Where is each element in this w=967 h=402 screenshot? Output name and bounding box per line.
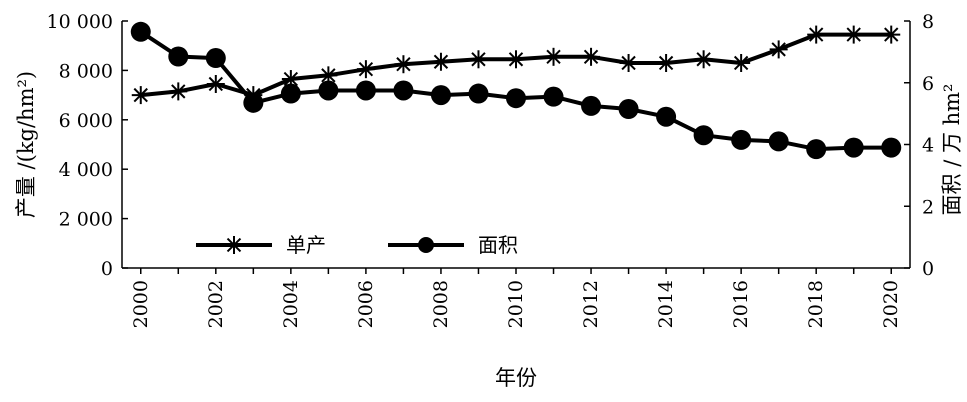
left-y-tick-label: 6 000 (59, 110, 113, 132)
right-y-tick-label: 2 (922, 196, 934, 218)
x-tick-label: 2014 (655, 280, 677, 328)
data-point (468, 83, 489, 104)
right-y-tick-label: 8 (922, 11, 934, 33)
x-tick-label: 2016 (730, 280, 752, 328)
data-point (393, 80, 414, 101)
right-y-tick-label: 4 (922, 135, 934, 157)
data-point (732, 53, 751, 72)
legend-label-1: 单产 (286, 233, 326, 257)
data-point (205, 48, 226, 69)
data-point (469, 50, 488, 69)
x-tick-label: 2012 (580, 280, 602, 328)
labels: 0 2 000 4 000 6 000 8 000 10 000 0 2 4 6 8 2000 2002… (14, 11, 964, 390)
x-tick-label: 2008 (430, 280, 452, 328)
axes (121, 20, 911, 274)
data-point (881, 137, 902, 158)
y-axis-right-label: 面积 / 万 hm² (940, 84, 964, 216)
x-tick-label: 2002 (205, 280, 227, 328)
data-point (243, 92, 264, 113)
legend-marker-1 (225, 236, 243, 254)
series-layer (130, 21, 902, 160)
right-y-tick-label: 6 (922, 73, 934, 95)
x-tick-label: 2020 (880, 280, 902, 328)
x-tick-label: 2006 (355, 280, 377, 328)
data-point (169, 82, 188, 101)
left-y-tick-label: 0 (101, 258, 113, 280)
data-point (544, 47, 563, 66)
data-point (130, 21, 151, 42)
right-y-tick-label: 0 (922, 258, 934, 280)
left-y-tick-label: 8 000 (59, 60, 113, 82)
legend: 单产 面积 (196, 233, 518, 257)
left-y-tick-label: 2 000 (59, 209, 113, 231)
x-tick-label: 2018 (805, 280, 827, 328)
data-point (318, 80, 339, 101)
data-point (394, 55, 413, 74)
data-point (618, 98, 639, 119)
y-axis-left-label: 产量 /(kg/hm²) (14, 71, 38, 218)
data-point (731, 129, 752, 150)
data-point (882, 25, 901, 44)
data-point (355, 80, 376, 101)
data-point (806, 139, 827, 160)
data-point (807, 25, 826, 44)
data-point (430, 85, 451, 106)
data-point (769, 40, 788, 59)
data-point (506, 88, 526, 109)
data-point (543, 86, 564, 107)
data-point (281, 70, 300, 89)
data-point (356, 60, 375, 79)
legend-label-2: 面积 (478, 233, 518, 257)
data-point (582, 47, 601, 66)
x-tick-label: 2010 (505, 280, 527, 328)
legend-marker-2 (418, 237, 434, 253)
left-y-tick-label: 10 000 (47, 11, 113, 33)
data-point (431, 52, 450, 71)
data-point (619, 53, 638, 72)
x-tick-label: 2004 (280, 280, 302, 328)
data-point (581, 95, 602, 116)
data-point (657, 53, 676, 72)
data-point (168, 46, 189, 67)
series-2 (130, 21, 902, 160)
data-point (694, 50, 713, 69)
x-axis-label: 年份 (495, 366, 537, 390)
data-point (693, 125, 714, 146)
data-point (206, 74, 225, 93)
data-point (131, 86, 150, 105)
data-point (844, 25, 863, 44)
data-point (507, 50, 525, 69)
data-point (768, 131, 789, 152)
data-point (280, 83, 301, 104)
series-1 (131, 25, 901, 105)
left-y-tick-label: 4 000 (59, 159, 113, 181)
data-point (843, 137, 864, 158)
x-tick-label: 2000 (130, 280, 152, 328)
data-point (656, 106, 677, 127)
